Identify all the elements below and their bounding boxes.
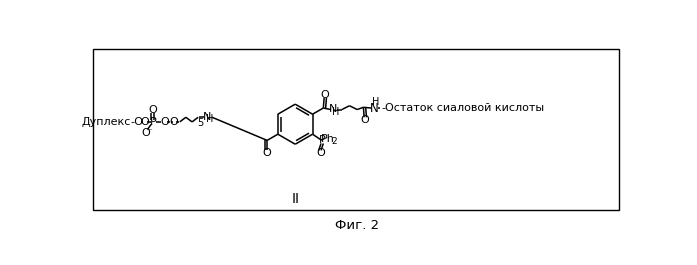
Text: P: P <box>150 117 157 127</box>
Text: O: O <box>141 128 151 138</box>
Text: N: N <box>370 101 378 114</box>
Text: H: H <box>372 97 379 107</box>
Text: Остаток сиаловой кислоты: Остаток сиаловой кислоты <box>385 103 544 113</box>
Text: 5: 5 <box>197 118 204 129</box>
Text: O: O <box>140 117 148 127</box>
Text: N: N <box>328 104 337 114</box>
Text: II: II <box>291 192 299 206</box>
Text: H: H <box>206 114 213 124</box>
Text: H: H <box>332 107 339 117</box>
Text: O: O <box>160 117 169 127</box>
Text: O: O <box>169 117 178 127</box>
Text: O: O <box>316 148 325 158</box>
Bar <box>93 49 620 210</box>
Text: 2: 2 <box>331 137 337 146</box>
Text: O: O <box>148 105 157 115</box>
Text: N: N <box>203 112 211 121</box>
Text: -: - <box>382 103 386 113</box>
Text: Фиг. 2: Фиг. 2 <box>335 219 379 232</box>
Text: O: O <box>360 115 369 125</box>
Text: O: O <box>262 148 270 158</box>
Text: P: P <box>319 135 326 145</box>
Text: -O: -O <box>131 117 144 127</box>
Text: O: O <box>321 90 329 100</box>
Text: Ph: Ph <box>321 134 335 144</box>
Text: ⁻: ⁻ <box>147 127 152 136</box>
Text: Дуплекс: Дуплекс <box>82 117 131 127</box>
